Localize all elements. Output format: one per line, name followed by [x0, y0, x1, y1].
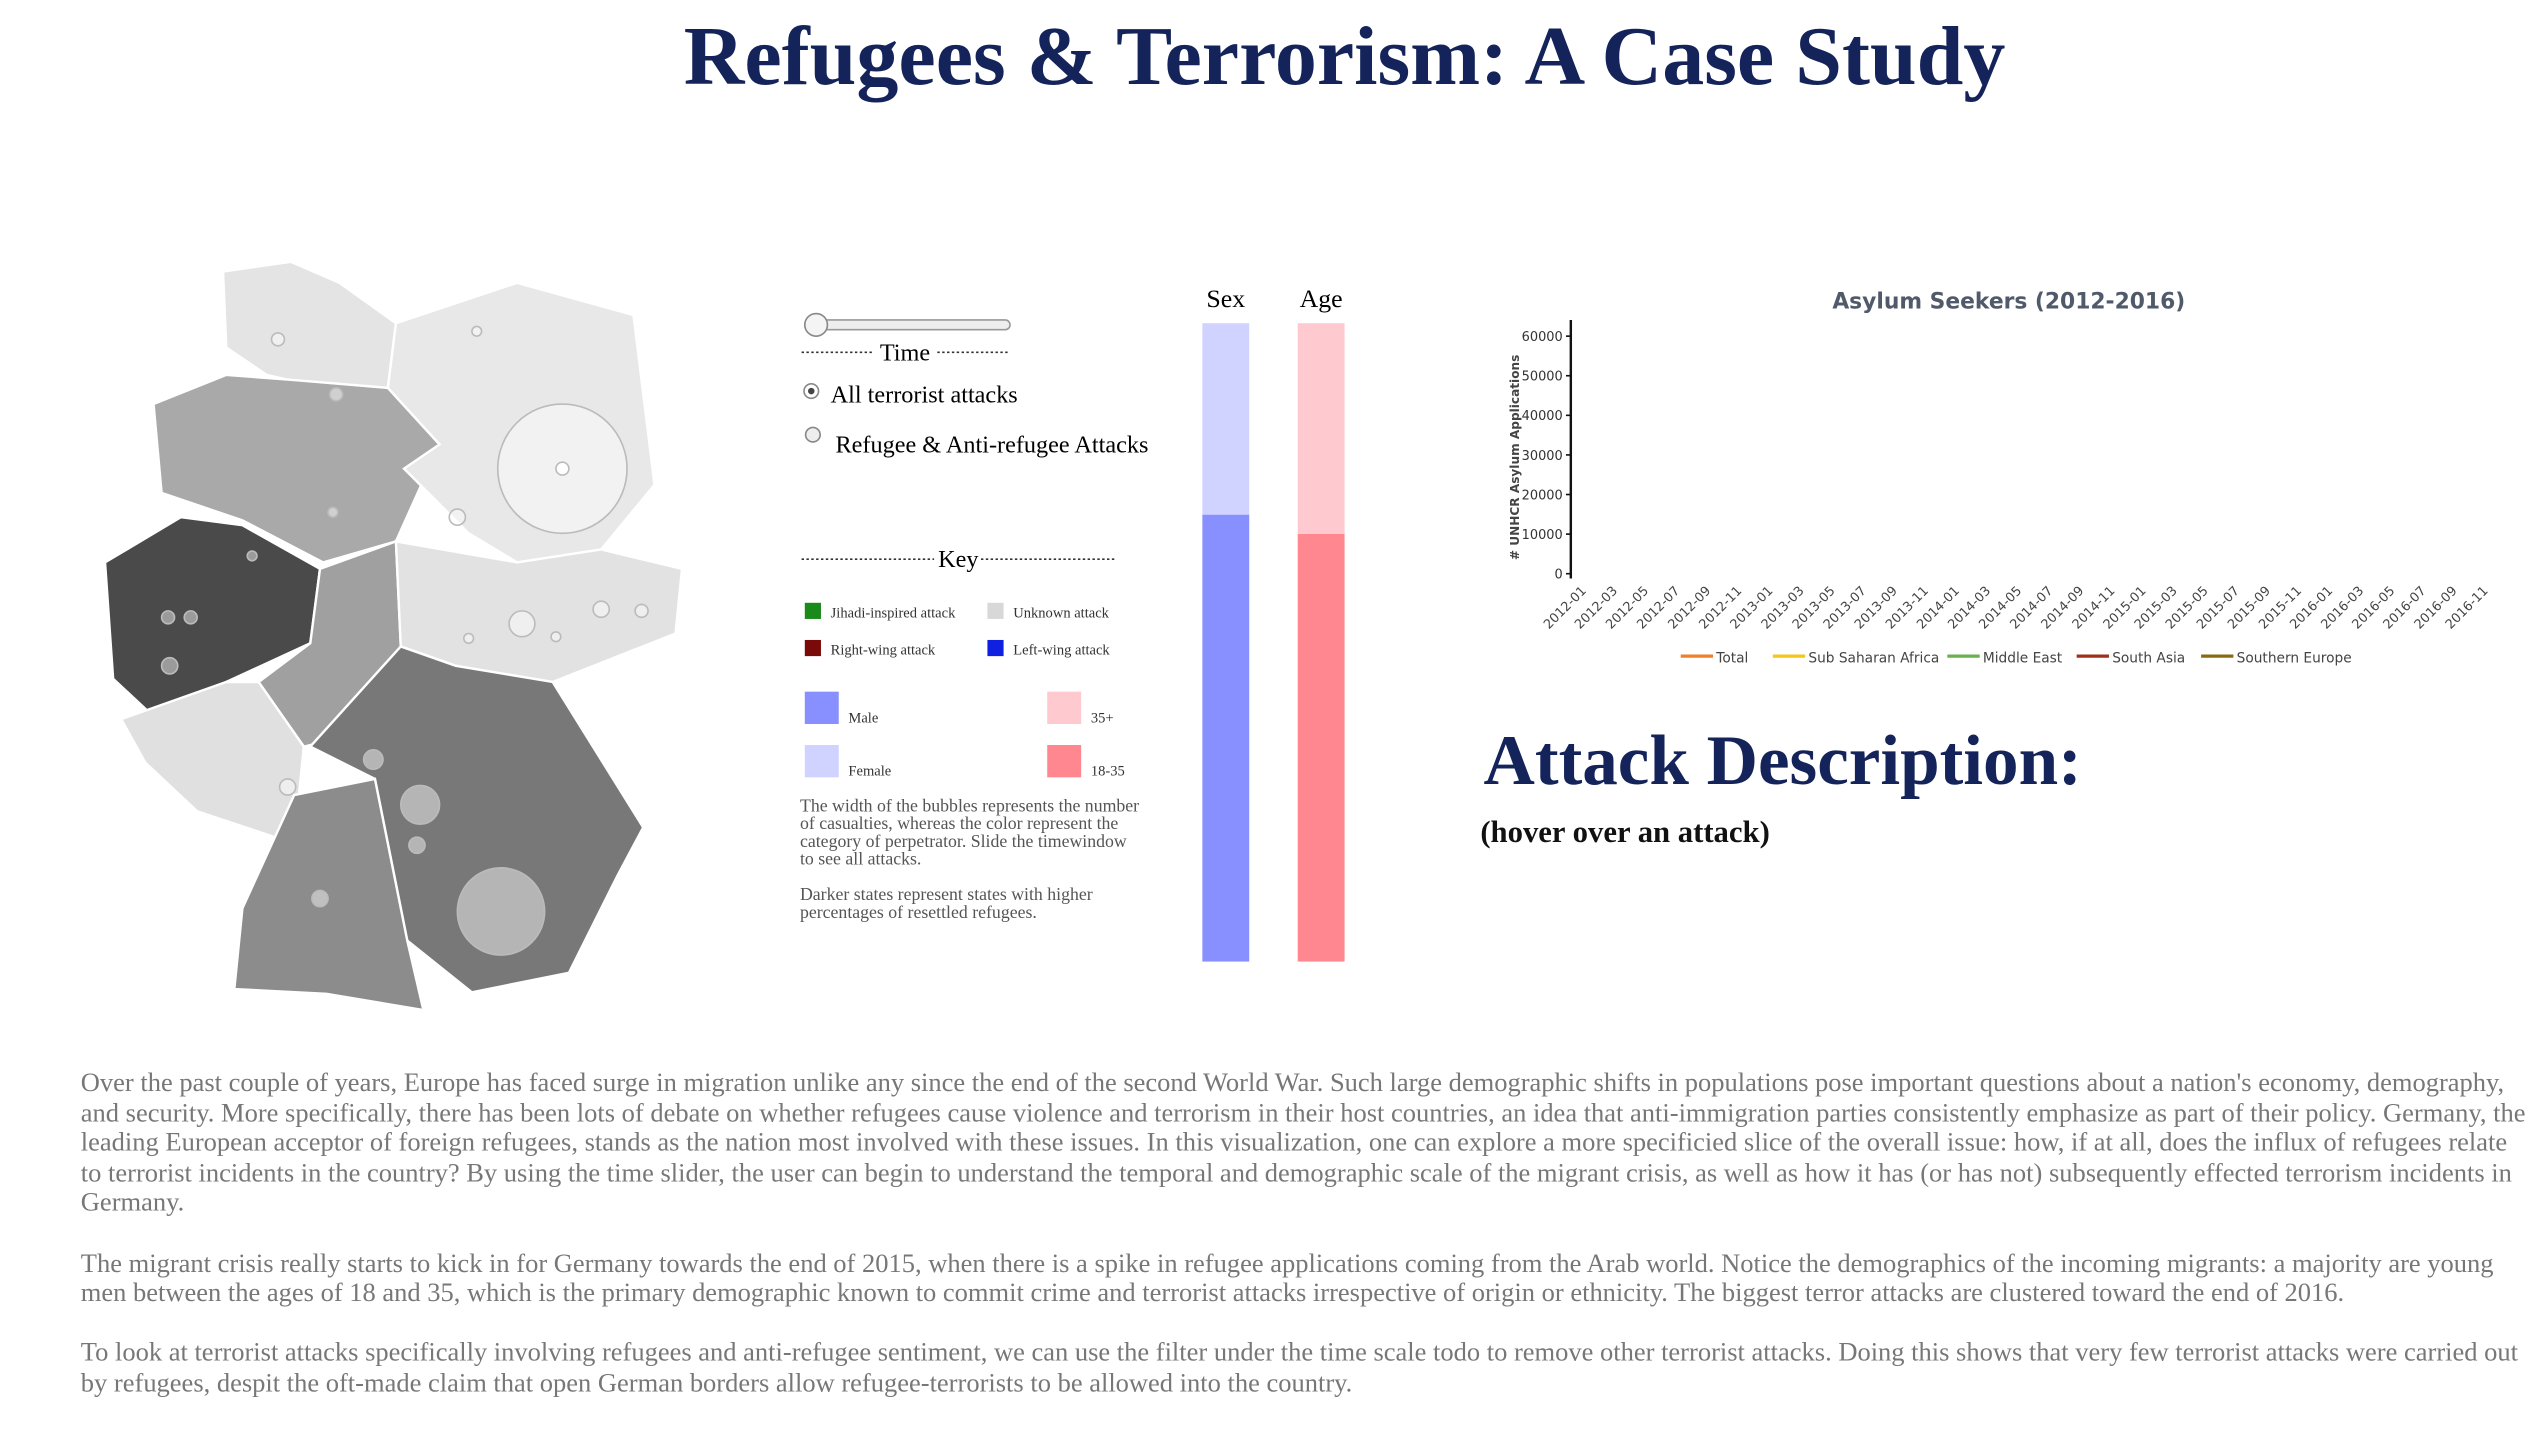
state — [221, 260, 398, 390]
state — [232, 777, 426, 1012]
attack-bubble — [160, 610, 176, 625]
bar-segment — [1202, 323, 1250, 515]
bar-title: Sex — [1206, 284, 1245, 313]
attack-bubble — [592, 600, 611, 619]
key-label: Jihadi-inspired attack — [831, 605, 956, 621]
attack-bubble — [278, 778, 297, 796]
attack-bubble — [246, 550, 258, 562]
attack-bubble — [634, 603, 649, 619]
attack-bubble — [270, 332, 286, 347]
chart-title: Asylum Seekers (2012-2016) — [1832, 290, 2185, 315]
slider-handle[interactable] — [803, 312, 829, 337]
y-tick-label: 60000 — [1522, 330, 1563, 345]
attack-bubble — [327, 506, 339, 518]
attack-bubble — [160, 656, 179, 675]
key-note: The width of the bubbles represents the … — [799, 796, 1140, 870]
key-label: Unknown attack — [1013, 605, 1109, 621]
y-axis-label: # UNHCR Asylum Applications — [1508, 355, 1522, 560]
key-label: 35+ — [1091, 710, 1114, 726]
paragraph: To look at terrorist attacks specificall… — [80, 1337, 2518, 1398]
y-tick-label: 50000 — [1522, 370, 1563, 385]
y-tick-label: 10000 — [1522, 528, 1563, 543]
attack-bubble — [463, 632, 475, 645]
legend-label: Total — [1715, 651, 1748, 667]
attack-bubble — [550, 631, 562, 643]
page-title: Refugees & Terrorism: A Case Study — [684, 10, 2006, 103]
radio-label[interactable]: Refugee & Anti-refugee Attacks — [836, 431, 1149, 458]
key-label: Male — [848, 710, 878, 726]
bar-segment — [1297, 323, 1345, 534]
key-note: Darker states represent states with high… — [799, 885, 1093, 923]
key-swatch — [804, 602, 821, 619]
attack-bubble — [408, 836, 426, 855]
attack-bubble — [555, 461, 570, 476]
attack-bubble — [183, 610, 198, 625]
attack-bubble — [311, 889, 329, 908]
key-swatch — [1047, 745, 1082, 778]
legend-label: South Asia — [2112, 651, 2185, 667]
bar-segment — [1202, 514, 1250, 962]
attack-bubbles — [160, 325, 649, 956]
time-slider[interactable] — [803, 312, 1011, 337]
attack-bubble — [508, 610, 536, 638]
y-tick-label: 0 — [1555, 568, 1563, 583]
radio[interactable] — [804, 426, 821, 443]
key-label: Female — [848, 764, 891, 780]
attack-bubble — [448, 508, 467, 527]
radio-dot — [808, 387, 815, 395]
bar-segment — [1297, 533, 1345, 962]
attack-bubble — [456, 867, 546, 956]
attack-bubble — [362, 749, 384, 771]
attack-bubble — [399, 784, 441, 826]
slider-track[interactable] — [803, 319, 1011, 331]
article: Over the past couple of years, Europe ha… — [80, 1066, 2529, 1429]
key-label: Key — [938, 546, 979, 573]
key-swatch — [1047, 691, 1082, 724]
y-tick-label: 40000 — [1522, 409, 1563, 424]
key-swatch — [804, 745, 839, 778]
attack-bubble — [328, 387, 344, 402]
key-swatch — [804, 639, 821, 657]
y-tick-label: 30000 — [1522, 449, 1563, 464]
key-label: Right-wing attack — [831, 643, 936, 659]
key-notes: The width of the bubbles represents the … — [800, 798, 1139, 940]
bar-title: Age — [1300, 284, 1343, 313]
y-tick-label: 20000 — [1522, 488, 1563, 503]
description-hint: (hover over an attack) — [1480, 815, 1770, 849]
key-swatch — [987, 602, 1004, 619]
radio-label[interactable]: All terrorist attacks — [831, 381, 1018, 408]
key-label: Left-wing attack — [1013, 643, 1110, 659]
paragraph: The migrant crisis really starts to kick… — [80, 1246, 2494, 1308]
state — [152, 373, 442, 564]
attack-bubble — [471, 325, 483, 337]
legend-label: Sub Saharan Africa — [1808, 651, 1939, 667]
legend-label: Middle East — [1983, 651, 2063, 667]
key-label: 18-35 — [1091, 764, 1125, 780]
paragraph: Over the past couple of years, Europe ha… — [80, 1066, 2526, 1218]
time-label: Time — [880, 339, 930, 366]
legend-label: Southern Europe — [2237, 651, 2352, 667]
germany-map — [103, 260, 684, 1012]
description-title: Attack Description: — [1484, 722, 2082, 800]
key-swatch — [804, 691, 839, 724]
key-swatch — [987, 639, 1004, 657]
